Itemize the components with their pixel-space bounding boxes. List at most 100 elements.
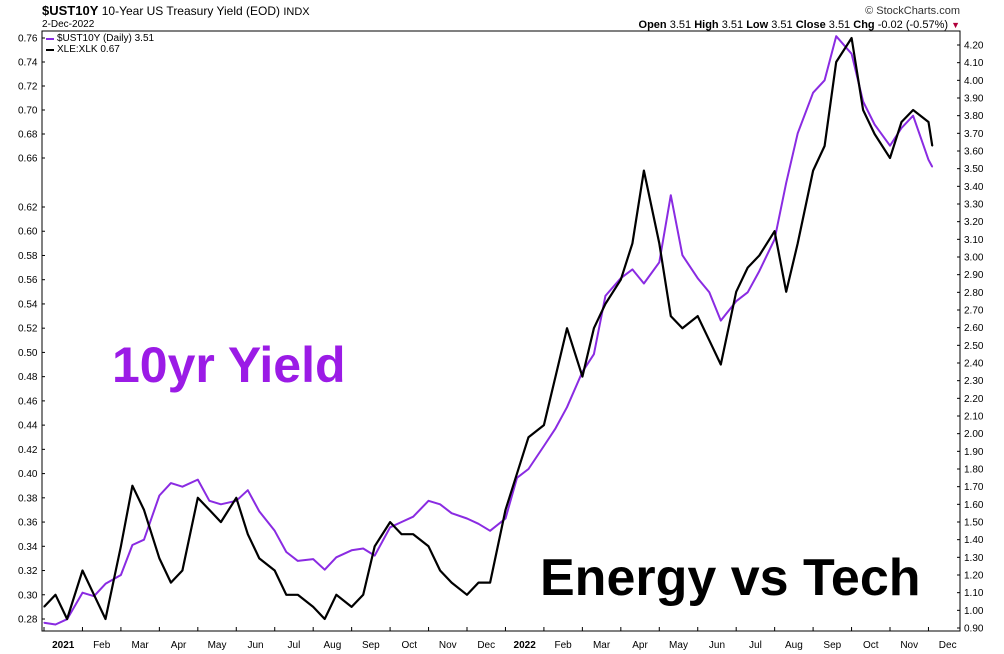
x-tick-label: Feb <box>555 640 573 651</box>
yield-point <box>362 547 364 550</box>
x-tick-label: Feb <box>93 640 111 651</box>
right-tick-label: 1.70 <box>964 482 984 493</box>
ratio-point <box>735 291 737 293</box>
left-tick-label: 0.28 <box>18 615 38 626</box>
yield-point <box>247 489 249 491</box>
left-tick-label: 0.38 <box>18 493 38 504</box>
right-tick-label: 3.10 <box>964 235 984 246</box>
ratio-point <box>643 170 645 172</box>
symbol-description: 10-Year US Treasury Yield (EOD) <box>101 4 281 18</box>
ratio-point <box>451 582 453 584</box>
x-tick-label: May <box>669 640 688 651</box>
yield-point <box>208 500 210 502</box>
yield-point <box>774 238 776 240</box>
yield-point <box>274 530 276 532</box>
yield-point <box>785 182 787 184</box>
left-tick-label: 0.48 <box>18 372 38 383</box>
yield-point <box>889 145 891 147</box>
x-tick-label: Mar <box>593 640 611 651</box>
ratio-point <box>851 37 853 39</box>
x-tick-label: Jul <box>749 640 762 651</box>
yield-point <box>851 53 853 55</box>
yield-point <box>681 254 684 256</box>
ratio-point <box>104 618 107 620</box>
yield-point <box>170 482 172 484</box>
yield-point <box>720 320 722 322</box>
left-tick-label: 0.30 <box>18 590 38 601</box>
left-tick-label: 0.52 <box>18 324 38 335</box>
yield-point <box>697 277 699 279</box>
yield-point <box>374 555 376 557</box>
ratio-point <box>931 145 933 147</box>
ratio-point <box>158 557 160 560</box>
yield-point <box>220 503 222 505</box>
right-tick-label: 2.10 <box>964 412 984 423</box>
left-tick-label: 0.44 <box>18 421 38 432</box>
yield-point <box>900 127 903 129</box>
yield-point <box>643 282 645 285</box>
ratio-point <box>862 109 864 111</box>
ratio-point <box>927 121 930 123</box>
yield-point <box>54 623 57 626</box>
ratio-point <box>593 327 595 329</box>
right-tick-label: 3.90 <box>964 94 984 105</box>
right-tick-label: 2.80 <box>964 288 984 299</box>
plot-frame <box>41 30 961 632</box>
ratio-point <box>466 594 468 596</box>
ratio-point <box>362 594 364 596</box>
chg-value: -0.02 (-0.57%) <box>877 19 949 31</box>
right-tick-label: 3.80 <box>964 111 984 122</box>
right-tick-label: 4.10 <box>964 58 984 69</box>
x-tick-label: 2022 <box>514 640 537 651</box>
yield-point <box>835 35 837 37</box>
ratio-point <box>54 594 57 596</box>
left-tick-label: 0.58 <box>18 251 38 262</box>
left-tick-label: 0.76 <box>18 34 38 45</box>
ratio-point <box>197 497 199 499</box>
yield-point <box>543 445 545 447</box>
yield-point <box>670 194 672 196</box>
chg-label: Chg <box>853 19 875 31</box>
x-tick-label: Mar <box>132 640 150 651</box>
high-value: 3.51 <box>721 19 744 31</box>
yield-point <box>874 123 876 126</box>
right-tick-label: 2.00 <box>964 429 984 440</box>
ratio-point <box>554 376 557 378</box>
left-tick-label: 0.70 <box>18 106 38 117</box>
yield-point <box>708 291 710 293</box>
x-tick-label: Dec <box>939 640 957 651</box>
x-tick-label: Apr <box>171 640 187 651</box>
x-tick-label: Nov <box>900 640 918 651</box>
left-tick-label: 0.66 <box>18 154 38 165</box>
yield-point <box>104 583 107 585</box>
yield-point <box>466 517 468 520</box>
x-tick-label: Jun <box>247 640 263 651</box>
right-tick-label: 1.10 <box>964 588 984 599</box>
x-tick-label: May <box>208 640 227 651</box>
ratio-point <box>900 121 903 123</box>
yield-point <box>389 526 391 528</box>
yield-point <box>554 427 557 429</box>
ratio-point <box>412 533 414 535</box>
x-tick-label: Aug <box>785 640 803 651</box>
right-tick-label: 2.20 <box>964 394 984 405</box>
left-tick-label: 0.40 <box>18 469 38 480</box>
right-tick-label: 4.00 <box>964 76 984 87</box>
ratio-point <box>670 315 672 317</box>
ratio-point <box>297 594 299 596</box>
yield-point <box>335 556 337 558</box>
right-tick-label: 1.30 <box>964 553 984 564</box>
left-tick-label: 0.36 <box>18 518 38 529</box>
yield-point <box>912 115 914 117</box>
yield-series-line <box>43 35 934 626</box>
ratio-point <box>516 473 518 475</box>
ratio-point <box>758 254 760 257</box>
right-tick-label: 3.40 <box>964 182 984 193</box>
legend-label-ratio: XLE:XLK 0.67 <box>57 44 120 55</box>
right-tick-label: 3.20 <box>964 217 984 228</box>
left-tick-label: 0.56 <box>18 275 38 286</box>
right-tick-label: 3.60 <box>964 147 984 158</box>
ratio-point <box>258 557 260 560</box>
yield-point <box>297 560 299 562</box>
ratio-point <box>120 545 122 547</box>
